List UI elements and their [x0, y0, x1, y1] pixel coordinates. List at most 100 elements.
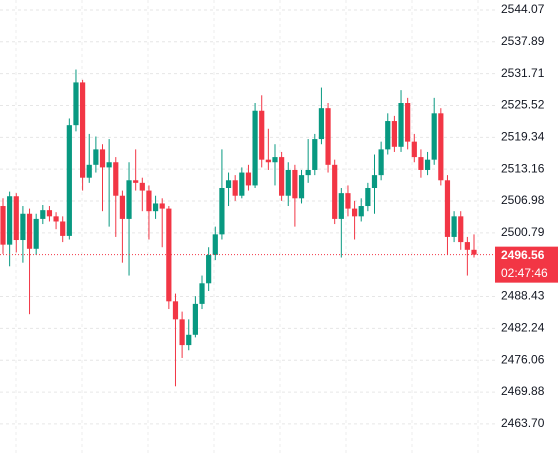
candle-body [7, 196, 13, 245]
candle-body [365, 187, 371, 207]
candle [345, 185, 351, 217]
candle-body [252, 110, 258, 186]
candle [26, 208, 33, 315]
candle-body [318, 108, 325, 140]
candle [418, 149, 424, 178]
candle-body [285, 169, 291, 196]
candle [444, 175, 451, 255]
candle-body [345, 193, 351, 209]
candle-body [351, 208, 358, 217]
candle [179, 311, 185, 358]
candle-body [259, 110, 265, 160]
candle-body [338, 193, 344, 219]
candle [113, 157, 119, 237]
candle-body [405, 103, 411, 142]
candle [7, 191, 13, 267]
y-tick-label: 2463.70 [501, 416, 545, 430]
candle [86, 133, 92, 183]
candle [279, 151, 285, 201]
candle-body [225, 180, 232, 188]
candle [40, 204, 46, 225]
candle-body [113, 162, 119, 196]
y-tick-label: 2544.07 [501, 2, 545, 16]
candle [385, 113, 391, 155]
candle [318, 87, 325, 145]
candle [285, 162, 291, 207]
candle-body [298, 175, 305, 199]
y-tick-label: 2488.43 [501, 289, 545, 303]
candle-body [358, 206, 364, 217]
candle [259, 95, 265, 168]
candle [431, 97, 437, 165]
candle [80, 79, 86, 191]
candle-body [13, 196, 19, 241]
candle-body [106, 162, 112, 168]
candle-body [86, 164, 92, 178]
candle-body [40, 210, 46, 219]
last-price-label: 2496.56 [501, 248, 545, 262]
candle-body [279, 157, 285, 196]
candle-body [139, 182, 145, 191]
time-grid [15, 0, 479, 453]
y-tick-label: 2537.89 [501, 34, 545, 48]
candle-body [305, 169, 311, 176]
candle-body [438, 113, 444, 181]
candle [458, 211, 464, 250]
candle [351, 200, 358, 240]
candle [172, 293, 179, 387]
candle-body [80, 82, 86, 178]
candle-body [464, 242, 470, 250]
candle-body [265, 159, 271, 163]
candle-body [199, 283, 205, 304]
candle [192, 296, 198, 338]
candle [13, 193, 19, 253]
candle-body [418, 157, 424, 170]
candle-body [385, 121, 391, 150]
candle-body [126, 180, 132, 219]
candle [305, 139, 311, 183]
candle [146, 185, 152, 240]
candle [99, 144, 106, 212]
candle-body [424, 159, 431, 170]
candle [93, 136, 99, 173]
countdown-label: 02:47:46 [501, 266, 548, 280]
last-price-box [495, 246, 558, 283]
candle-body [332, 164, 338, 219]
candle-body [312, 139, 318, 170]
candle [405, 97, 411, 150]
candle-body [458, 216, 464, 243]
candle [133, 149, 139, 191]
candle-body [325, 108, 331, 165]
y-tick-label: 2469.88 [501, 384, 545, 398]
candle [378, 141, 384, 181]
candle [292, 164, 298, 227]
candle-body [60, 221, 66, 236]
candle-body [212, 234, 218, 255]
candle-body [0, 206, 6, 245]
candle [245, 164, 252, 191]
y-tick-label: 2506.98 [501, 193, 545, 207]
candle [106, 139, 112, 227]
candle [358, 198, 364, 222]
candle-body [219, 187, 225, 235]
candle-body [152, 203, 159, 212]
candle-body [245, 172, 252, 186]
candle [119, 190, 126, 263]
candle-body [93, 149, 99, 165]
candle [338, 187, 344, 258]
candle [312, 133, 318, 176]
candle-body [292, 169, 298, 199]
candle-body [451, 216, 457, 237]
candle [365, 182, 371, 212]
candle [371, 154, 378, 214]
candle [272, 144, 278, 186]
candle [66, 118, 72, 240]
candle-body [119, 195, 126, 219]
candle [139, 177, 145, 212]
candle [166, 206, 172, 310]
candle [424, 151, 431, 176]
y-tick-label: 2476.06 [501, 352, 545, 366]
y-tick-label: 2519.34 [501, 129, 545, 143]
candle-body [53, 216, 59, 222]
